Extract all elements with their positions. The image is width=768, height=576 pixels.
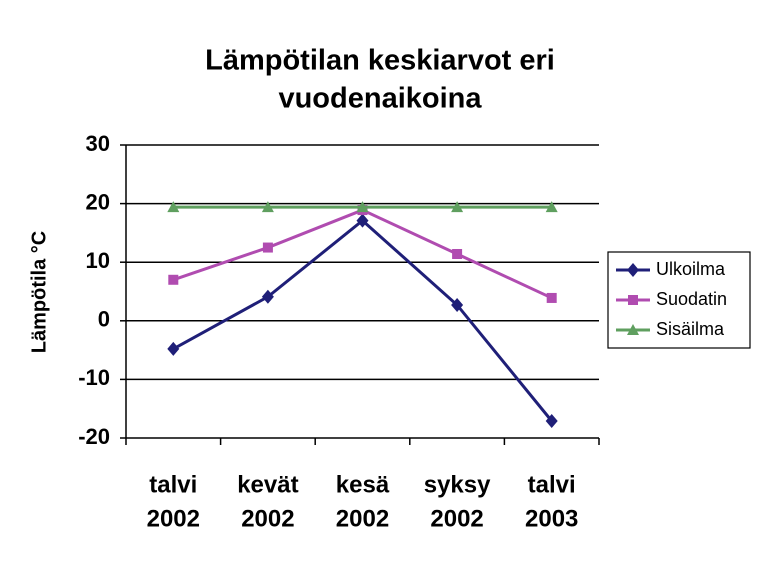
chart-title: vuodenaikoina [278, 83, 482, 115]
marker [545, 201, 558, 213]
marker [451, 297, 464, 312]
y-tick-label: -20 [78, 424, 110, 449]
marker [262, 242, 273, 253]
y-tick-label: 20 [86, 189, 110, 214]
legend-label: Suodatin [656, 289, 727, 309]
marker [356, 213, 369, 228]
x-tick-label: talvi [528, 471, 576, 498]
x-tick-label: talvi [149, 471, 197, 498]
x-tick-label: kevät [237, 471, 298, 498]
marker [452, 248, 463, 259]
x-tick-label: 2003 [525, 505, 578, 532]
marker [261, 201, 274, 213]
marker [168, 274, 179, 285]
y-axis-label: Lämpötila °C [28, 231, 50, 353]
marker [451, 201, 464, 213]
legend-label: Sisäilma [656, 319, 725, 339]
x-tick-label: 2002 [430, 505, 483, 532]
x-tick-label: 2002 [241, 505, 294, 532]
y-tick-label: 0 [98, 307, 110, 332]
marker [627, 324, 639, 335]
marker [167, 201, 180, 213]
y-tick-label: 10 [86, 248, 110, 273]
marker [545, 414, 558, 429]
marker [356, 201, 369, 213]
chart-title: Lämpötilan keskiarvot eri [205, 45, 555, 77]
x-tick-label: kesä [336, 471, 390, 498]
x-tick-label: 2002 [336, 505, 389, 532]
y-tick-label: -10 [78, 365, 110, 390]
legend-label: Ulkoilma [656, 259, 726, 279]
marker [627, 263, 639, 277]
marker [628, 295, 638, 305]
marker [167, 341, 180, 356]
x-tick-label: 2002 [147, 505, 200, 532]
marker [261, 289, 274, 304]
y-tick-label: 30 [86, 131, 110, 156]
x-tick-label: syksy [424, 471, 491, 498]
marker [546, 292, 557, 303]
